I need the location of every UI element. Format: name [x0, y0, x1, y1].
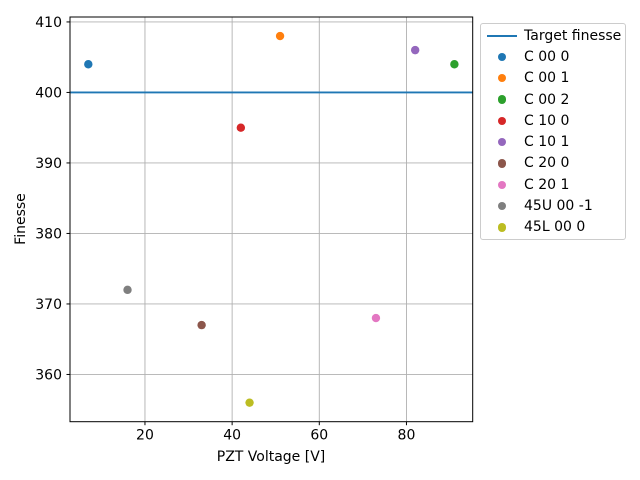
legend-item-c-10-0: C 10 0: [481, 110, 625, 131]
legend-item-c-20-0: C 20 0: [481, 153, 625, 174]
legend-marker-dot: [497, 74, 507, 83]
legend-item-c-00-2: C 00 2: [481, 89, 625, 110]
legend-label: C 10 1: [524, 134, 570, 151]
legend-item-c-00-1: C 00 1: [481, 68, 625, 89]
scatter-point-45u-00--1: [123, 285, 132, 295]
legend-label: 45L 00 0: [524, 219, 586, 236]
scatter-point-c-20-1: [371, 313, 381, 323]
plot-border: [69, 16, 474, 423]
scatter-point-45l-00-0: [245, 398, 254, 407]
y-tick-label: 380: [35, 226, 62, 242]
legend-item-c-20-1: C 20 1: [481, 174, 625, 195]
legend-marker-dot: [497, 137, 507, 147]
y-axis-label: Finesse: [13, 193, 29, 245]
legend-label: C 00 0: [524, 48, 570, 65]
legend-label: C 20 1: [524, 176, 570, 193]
scatter-point-c-20-0: [197, 320, 206, 330]
legend-item-c-10-1: C 10 1: [481, 131, 625, 152]
legend-label: Target finesse: [524, 27, 622, 44]
legend-label: 45U 00 -1: [524, 198, 593, 215]
y-tick-label: 410: [35, 15, 62, 31]
legend-item-target-finesse: Target finesse: [481, 25, 625, 46]
y-tick-label: 370: [35, 297, 62, 313]
legend: Target finesse C 00 0 C 00 1 C 00 2 C 10 0 C …: [480, 23, 626, 240]
scatter-point-c-10-1: [410, 45, 420, 55]
legend-item-45u-00--1: 45U 00 -1: [481, 195, 625, 216]
scatter-point-c-00-2: [450, 60, 459, 69]
legend-label: C 00 1: [524, 70, 570, 87]
x-axis-label: PZT Voltage [V]: [216, 449, 326, 465]
legend-marker-dot: [497, 52, 507, 62]
legend-label: C 10 0: [524, 112, 570, 129]
y-tick-label: 400: [35, 85, 62, 101]
legend-marker-dot: [497, 116, 507, 126]
scatter-point-c-10-0: [236, 123, 246, 132]
x-tick-label: 20: [136, 428, 154, 444]
x-tick-label: 40: [223, 428, 241, 444]
scatter-point-c-00-0: [84, 60, 93, 69]
y-tick-label: 360: [35, 367, 62, 383]
legend-marker-dot: [497, 201, 507, 211]
legend-line-swatch: [487, 34, 517, 37]
y-tick-label: 390: [35, 156, 62, 172]
legend-label: C 00 2: [524, 91, 570, 108]
x-tick-label: 80: [398, 428, 416, 444]
legend-item-45l-00-0: 45L 00 0: [481, 217, 625, 238]
scatter-point-c-00-1: [275, 31, 285, 41]
legend-marker-dot: [497, 223, 507, 232]
legend-marker-dot: [497, 95, 507, 104]
legend-item-c-00-0: C 00 0: [481, 46, 625, 67]
legend-label: C 20 0: [524, 155, 570, 172]
legend-marker-dot: [497, 159, 507, 168]
x-tick-label: 60: [310, 428, 328, 444]
legend-marker-dot: [497, 180, 507, 189]
